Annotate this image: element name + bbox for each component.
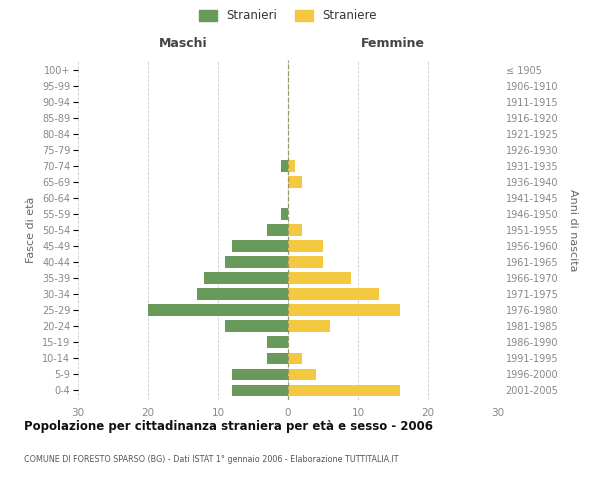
Bar [288,224,302,236]
Bar [288,160,295,172]
Bar [232,368,288,380]
Bar [267,352,288,364]
Bar [288,176,302,188]
Bar [288,368,316,380]
Bar [288,272,351,284]
Legend: Stranieri, Straniere: Stranieri, Straniere [196,6,380,26]
Bar [281,208,288,220]
Bar [288,384,400,396]
Y-axis label: Fasce di età: Fasce di età [26,197,37,263]
Bar [288,256,323,268]
Bar [288,304,400,316]
Bar [288,320,330,332]
Bar [267,336,288,348]
Bar [288,352,302,364]
Text: Maschi: Maschi [158,37,208,50]
Bar [225,256,288,268]
Text: Femmine: Femmine [361,37,425,50]
Bar [288,240,323,252]
Text: Popolazione per cittadinanza straniera per età e sesso - 2006: Popolazione per cittadinanza straniera p… [24,420,433,433]
Bar [267,224,288,236]
Y-axis label: Anni di nascita: Anni di nascita [568,188,578,271]
Bar [232,384,288,396]
Bar [204,272,288,284]
Bar [288,288,379,300]
Bar [232,240,288,252]
Text: COMUNE DI FORESTO SPARSO (BG) - Dati ISTAT 1° gennaio 2006 - Elaborazione TUTTIT: COMUNE DI FORESTO SPARSO (BG) - Dati IST… [24,455,398,464]
Bar [148,304,288,316]
Bar [281,160,288,172]
Bar [197,288,288,300]
Bar [225,320,288,332]
